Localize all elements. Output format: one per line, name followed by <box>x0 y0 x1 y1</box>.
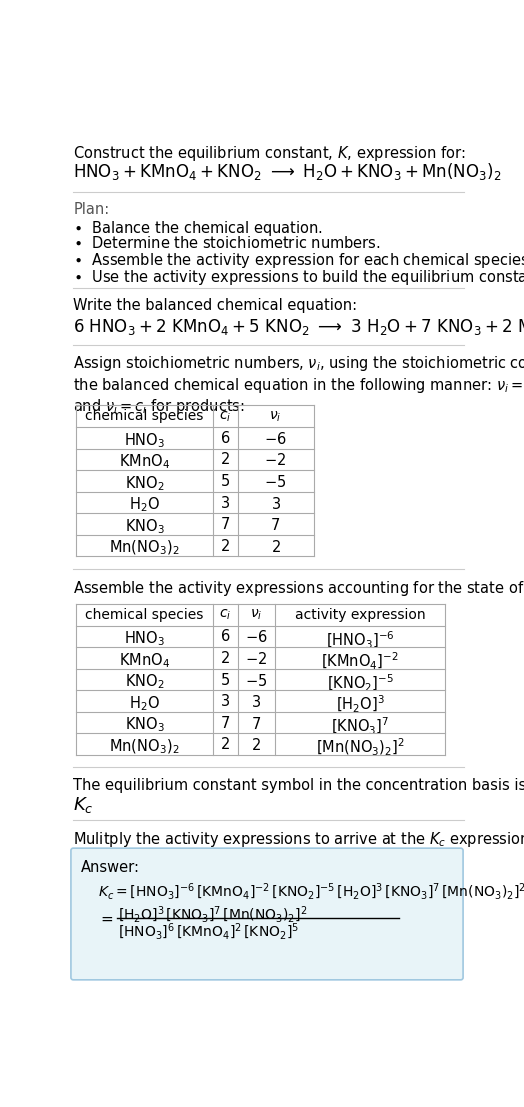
Text: Assemble the activity expressions accounting for the state of matter and $\nu_i$: Assemble the activity expressions accoun… <box>73 579 524 599</box>
Text: activity expression: activity expression <box>294 608 425 622</box>
Text: $c_i$: $c_i$ <box>219 410 231 424</box>
Text: 2: 2 <box>221 539 230 554</box>
Text: 2: 2 <box>221 651 230 666</box>
Text: $\mathrm{Mn(NO_3)_2}$: $\mathrm{Mn(NO_3)_2}$ <box>110 539 180 557</box>
Text: $\mathrm{KNO_3}$: $\mathrm{KNO_3}$ <box>125 716 165 734</box>
Text: Plan:: Plan: <box>73 203 110 217</box>
Text: $\nu_i$: $\nu_i$ <box>250 608 263 622</box>
Text: $\mathrm{HNO_3}$: $\mathrm{HNO_3}$ <box>124 630 165 649</box>
Text: $K_c$: $K_c$ <box>73 795 94 815</box>
Text: $3$: $3$ <box>270 496 280 511</box>
Text: 6: 6 <box>221 630 230 644</box>
Text: $\bullet$  Balance the chemical equation.: $\bullet$ Balance the chemical equation. <box>73 219 323 238</box>
Text: Construct the equilibrium constant, $K$, expression for:: Construct the equilibrium constant, $K$,… <box>73 144 466 163</box>
Text: 5: 5 <box>221 474 230 489</box>
Text: $\bullet$  Use the activity expressions to build the equilibrium constant expres: $\bullet$ Use the activity expressions t… <box>73 268 524 287</box>
Text: $[\mathrm{Mn(NO_3)_2}]^{2}$: $[\mathrm{Mn(NO_3)_2}]^{2}$ <box>315 737 405 758</box>
Text: 2: 2 <box>221 737 230 753</box>
Text: $-6$: $-6$ <box>245 630 267 645</box>
Text: $\mathrm{KNO_3}$: $\mathrm{KNO_3}$ <box>125 517 165 536</box>
Text: $K_c = [\mathrm{HNO_3}]^{-6}\,[\mathrm{KMnO_4}]^{-2}\,[\mathrm{KNO_2}]^{-5}\,[\m: $K_c = [\mathrm{HNO_3}]^{-6}\,[\mathrm{K… <box>98 881 524 902</box>
Text: $[\mathrm{HNO_3}]^{-6}$: $[\mathrm{HNO_3}]^{-6}$ <box>326 630 394 651</box>
Text: chemical species: chemical species <box>85 410 204 423</box>
Text: 7: 7 <box>221 517 230 532</box>
Text: $7$: $7$ <box>270 517 280 534</box>
Text: Answer:: Answer: <box>81 860 140 875</box>
Text: $[\mathrm{H_2O}]^{3}\,[\mathrm{KNO_3}]^{7}\,[\mathrm{Mn(NO_3)_2}]^{2}$: $[\mathrm{H_2O}]^{3}\,[\mathrm{KNO_3}]^{… <box>118 904 308 924</box>
Text: $3$: $3$ <box>251 694 261 711</box>
Text: $[\mathrm{HNO_3}]^{6}\,[\mathrm{KMnO_4}]^{2}\,[\mathrm{KNO_2}]^{5}$: $[\mathrm{HNO_3}]^{6}\,[\mathrm{KMnO_4}]… <box>118 921 299 942</box>
Text: $c_i$: $c_i$ <box>219 608 231 622</box>
FancyBboxPatch shape <box>71 848 463 980</box>
Text: $\mathrm{Mn(NO_3)_2}$: $\mathrm{Mn(NO_3)_2}$ <box>110 737 180 756</box>
Text: $-2$: $-2$ <box>265 453 287 468</box>
Text: $\mathrm{KNO_2}$: $\mathrm{KNO_2}$ <box>125 673 165 691</box>
Text: 2: 2 <box>221 453 230 467</box>
Text: $-5$: $-5$ <box>245 673 267 689</box>
Text: $=$: $=$ <box>98 911 114 925</box>
Text: $\mathrm{KNO_2}$: $\mathrm{KNO_2}$ <box>125 474 165 493</box>
Text: $2$: $2$ <box>270 539 280 555</box>
Text: $7$: $7$ <box>251 716 261 732</box>
Text: $\mathrm{KMnO_4}$: $\mathrm{KMnO_4}$ <box>119 651 170 670</box>
Text: chemical species: chemical species <box>85 608 204 622</box>
Text: 3: 3 <box>221 496 230 510</box>
Text: $\mathrm{H_2O}$: $\mathrm{H_2O}$ <box>129 694 160 713</box>
Text: $-6$: $-6$ <box>264 431 287 447</box>
Text: $\mathrm{H_2O}$: $\mathrm{H_2O}$ <box>129 496 160 515</box>
Text: Mulitply the activity expressions to arrive at the $K_c$ expression:: Mulitply the activity expressions to arr… <box>73 830 524 849</box>
Text: $-5$: $-5$ <box>265 474 287 490</box>
Text: $[\mathrm{KNO_3}]^{7}$: $[\mathrm{KNO_3}]^{7}$ <box>331 716 389 737</box>
Text: $2$: $2$ <box>251 737 261 753</box>
Text: $\nu_i$: $\nu_i$ <box>269 410 282 424</box>
Text: $\mathrm{6\ HNO_3 + 2\ KMnO_4 + 5\ KNO_2\ \longrightarrow\ 3\ H_2O + 7\ KNO_3 + : $\mathrm{6\ HNO_3 + 2\ KMnO_4 + 5\ KNO_2… <box>73 317 524 338</box>
Text: $-2$: $-2$ <box>245 651 267 668</box>
Text: $\mathrm{KMnO_4}$: $\mathrm{KMnO_4}$ <box>119 453 170 472</box>
Text: $\mathrm{HNO_3}$: $\mathrm{HNO_3}$ <box>124 431 165 449</box>
Text: $\bullet$  Assemble the activity expression for each chemical species.: $\bullet$ Assemble the activity expressi… <box>73 251 524 270</box>
Text: $[\mathrm{H_2O}]^{3}$: $[\mathrm{H_2O}]^{3}$ <box>335 694 385 715</box>
Text: $\mathrm{HNO_3 + KMnO_4 + KNO_2\ \longrightarrow\ H_2O + KNO_3 + Mn(NO_3)_2}$: $\mathrm{HNO_3 + KMnO_4 + KNO_2\ \longri… <box>73 162 501 183</box>
Text: $\bullet$  Determine the stoichiometric numbers.: $\bullet$ Determine the stoichiometric n… <box>73 236 381 251</box>
Text: 6: 6 <box>221 431 230 446</box>
Text: Write the balanced chemical equation:: Write the balanced chemical equation: <box>73 299 357 313</box>
Text: $[\mathrm{KNO_2}]^{-5}$: $[\mathrm{KNO_2}]^{-5}$ <box>326 673 394 694</box>
Text: $[\mathrm{KMnO_4}]^{-2}$: $[\mathrm{KMnO_4}]^{-2}$ <box>321 651 399 672</box>
Text: 5: 5 <box>221 673 230 687</box>
Text: Assign stoichiometric numbers, $\nu_i$, using the stoichiometric coefficients, $: Assign stoichiometric numbers, $\nu_i$, … <box>73 354 524 416</box>
Text: 3: 3 <box>221 694 230 710</box>
Text: 7: 7 <box>221 716 230 731</box>
Text: The equilibrium constant symbol in the concentration basis is:: The equilibrium constant symbol in the c… <box>73 778 524 793</box>
